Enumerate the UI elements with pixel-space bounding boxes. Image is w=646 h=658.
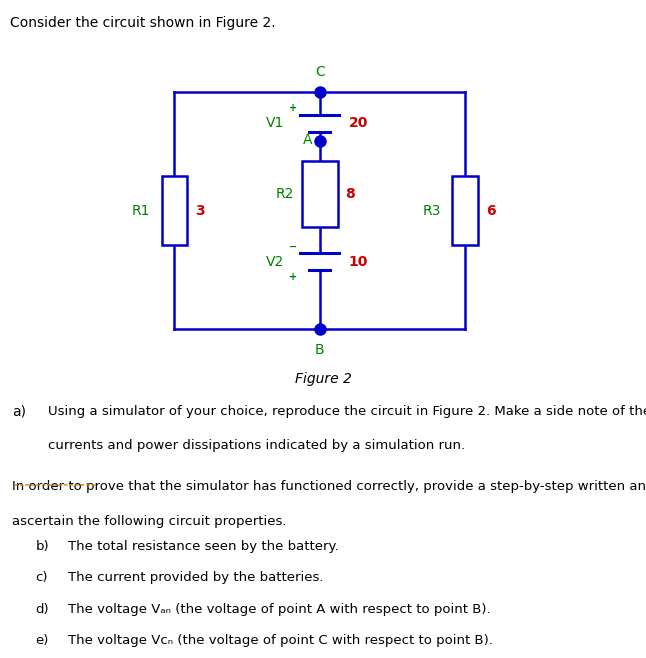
Bar [162, 176, 187, 245]
Text: 6: 6 [486, 203, 495, 218]
Text: V2: V2 [266, 255, 284, 268]
Text: V1: V1 [266, 116, 284, 130]
Text: C: C [315, 65, 325, 79]
Text: The current provided by the batteries.: The current provided by the batteries. [68, 571, 324, 584]
Text: e): e) [36, 634, 49, 647]
Text: Consider the circuit shown in Figure 2.: Consider the circuit shown in Figure 2. [10, 16, 275, 30]
Text: In order to prove that the simulator has functioned correctly, provide a step-by: In order to prove that the simulator has… [12, 480, 646, 494]
Text: 20: 20 [349, 116, 368, 130]
Text: 3: 3 [195, 203, 205, 218]
Bar [452, 176, 478, 245]
Text: +: + [289, 103, 297, 113]
Bar [302, 161, 338, 227]
Text: Figure 2: Figure 2 [295, 372, 351, 386]
Text: R2: R2 [276, 187, 294, 201]
Text: a): a) [12, 405, 26, 418]
Text: +: + [289, 272, 297, 282]
Text: ascertain the following circuit properties.: ascertain the following circuit properti… [12, 515, 286, 528]
Text: The voltage Vᴄₙ (the voltage of point C with respect to point B).: The voltage Vᴄₙ (the voltage of point C … [68, 634, 493, 647]
Text: d): d) [36, 603, 49, 616]
Text: Using a simulator of your choice, reproduce the circuit in Figure 2. Make a side: Using a simulator of your choice, reprod… [48, 405, 646, 418]
Text: A: A [302, 133, 312, 147]
Text: −: − [289, 241, 297, 251]
Text: 8: 8 [346, 187, 355, 201]
Text: currents and power dissipations indicated by a simulation run.: currents and power dissipations indicate… [48, 439, 466, 452]
Text: 10: 10 [349, 255, 368, 268]
Text: c): c) [36, 571, 48, 584]
Text: b): b) [36, 540, 49, 553]
Text: The voltage Vₐₙ (the voltage of point A with respect to point B).: The voltage Vₐₙ (the voltage of point A … [68, 603, 490, 616]
Text: R3: R3 [422, 203, 441, 218]
Text: B: B [315, 343, 324, 357]
Text: R1: R1 [131, 203, 150, 218]
Text: The total resistance seen by the battery.: The total resistance seen by the battery… [68, 540, 339, 553]
